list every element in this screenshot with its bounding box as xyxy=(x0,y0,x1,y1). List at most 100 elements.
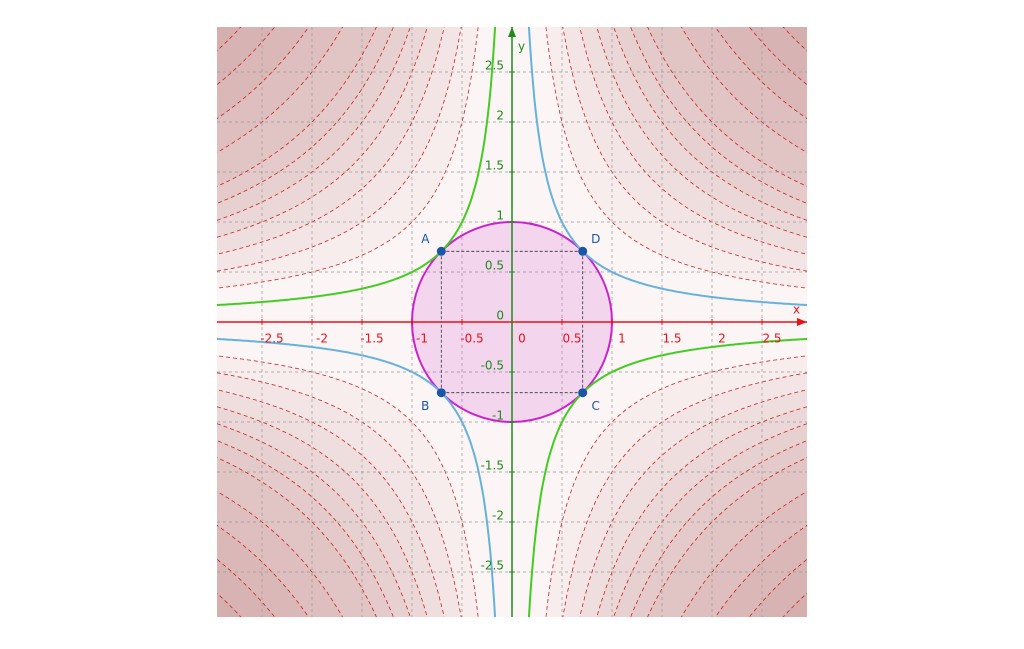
contour-shade xyxy=(217,440,394,617)
x-tick-label: -1.5 xyxy=(360,332,383,346)
x-arrow xyxy=(797,318,807,326)
y-tick-label: -2 xyxy=(492,509,504,523)
contour-line xyxy=(217,27,411,221)
y-tick-label: 1 xyxy=(496,209,504,223)
contour-line xyxy=(217,27,428,238)
contour-shade xyxy=(630,440,807,617)
contour-shade xyxy=(545,27,807,289)
contour-shade xyxy=(217,27,343,153)
contour-line xyxy=(217,423,411,617)
contour-shade xyxy=(630,27,807,204)
x-tick-label: 1.5 xyxy=(662,332,681,346)
contour-shade xyxy=(217,27,394,204)
contour-line xyxy=(647,457,807,617)
contour-shade xyxy=(681,491,807,617)
contour-line xyxy=(217,558,276,617)
contour-shade xyxy=(579,389,807,617)
contour-line xyxy=(217,440,394,617)
contour-shade xyxy=(749,559,807,617)
contour-shade xyxy=(545,355,807,617)
contour-line xyxy=(217,389,445,617)
y-tick-label: 2.5 xyxy=(485,59,504,73)
contour-line xyxy=(545,355,807,617)
contour-line xyxy=(217,355,479,617)
point xyxy=(578,246,588,256)
contour-shade xyxy=(217,27,428,238)
contour-shade xyxy=(647,27,807,187)
contour-shade xyxy=(217,27,445,255)
point xyxy=(436,388,446,398)
contour-line xyxy=(782,592,807,617)
x-tick-label: 2.5 xyxy=(762,332,781,346)
contour-shade xyxy=(715,27,807,119)
contour-line xyxy=(782,27,807,52)
contour-line xyxy=(748,27,807,86)
y-tick-label: -1 xyxy=(492,409,504,423)
x-tick-label: 0 xyxy=(518,332,526,346)
contour-shade xyxy=(217,389,445,617)
contour-shade xyxy=(596,27,807,238)
contour-line xyxy=(596,27,807,238)
point-label: D xyxy=(591,232,600,246)
contour-line xyxy=(613,27,807,221)
contour-shade xyxy=(596,406,807,617)
y-tick-label: -0.5 xyxy=(481,359,504,373)
contour-line xyxy=(579,27,807,255)
contour-line xyxy=(217,27,479,289)
contour-line xyxy=(217,27,242,52)
contour-line xyxy=(217,27,276,86)
contour-line xyxy=(217,457,377,617)
contour-shade xyxy=(579,27,807,255)
contour-shade xyxy=(217,525,309,617)
point xyxy=(578,388,588,398)
contour-line xyxy=(596,406,807,617)
contour-line xyxy=(217,27,377,187)
point xyxy=(436,246,446,256)
contour-shade xyxy=(217,355,479,617)
point-label: A xyxy=(421,232,430,246)
y-axis-label: y xyxy=(518,40,525,54)
contour-shade xyxy=(217,406,428,617)
x-tick-label: -2 xyxy=(316,332,328,346)
contour-line xyxy=(217,524,310,617)
x-tick-label: 2 xyxy=(718,332,726,346)
labels-layer: x y -2.5 -2 -1.5 -1 -0.5 0 0.5 1 1.5 2 2.5 -2.5 -2 -1.5… xyxy=(217,27,807,617)
contour-shade xyxy=(749,27,807,85)
contour-line xyxy=(217,27,445,255)
contour-line xyxy=(630,440,807,617)
contour-shade xyxy=(217,559,275,617)
contour-line xyxy=(217,27,310,120)
contour-shade xyxy=(715,525,807,617)
contour-line xyxy=(579,389,807,617)
contour-line xyxy=(630,27,807,204)
contour-shade xyxy=(217,27,479,289)
point-label: B xyxy=(421,399,429,413)
contour-line xyxy=(217,592,242,617)
contour-line xyxy=(217,27,394,204)
x-tick-label: -2.5 xyxy=(260,332,283,346)
contour-line xyxy=(748,558,807,617)
x-tick-label: 0.5 xyxy=(562,332,581,346)
contour-line xyxy=(217,406,428,617)
y-tick-label: 0.5 xyxy=(485,259,504,273)
x-axis-label: x xyxy=(793,303,800,317)
y-tick-label: 1.5 xyxy=(485,159,504,173)
contour-shade xyxy=(217,491,343,617)
y-tick-label: -1.5 xyxy=(481,459,504,473)
contour-shade xyxy=(217,27,275,85)
contour-line xyxy=(647,27,807,187)
plot-layer xyxy=(217,27,807,617)
contour-shade xyxy=(681,27,807,153)
y-tick-label: 0 xyxy=(496,309,504,323)
contour-shade xyxy=(217,27,377,187)
y-tick-label: 2 xyxy=(496,109,504,123)
contour-line xyxy=(714,27,807,120)
contour-line xyxy=(613,423,807,617)
x-tick-label: 1 xyxy=(618,332,626,346)
y-tick-label: -2.5 xyxy=(481,559,504,573)
x-tick-label: -1 xyxy=(416,332,428,346)
point-label: C xyxy=(592,399,600,413)
contour-shade xyxy=(217,457,377,617)
y-arrow xyxy=(508,27,516,37)
